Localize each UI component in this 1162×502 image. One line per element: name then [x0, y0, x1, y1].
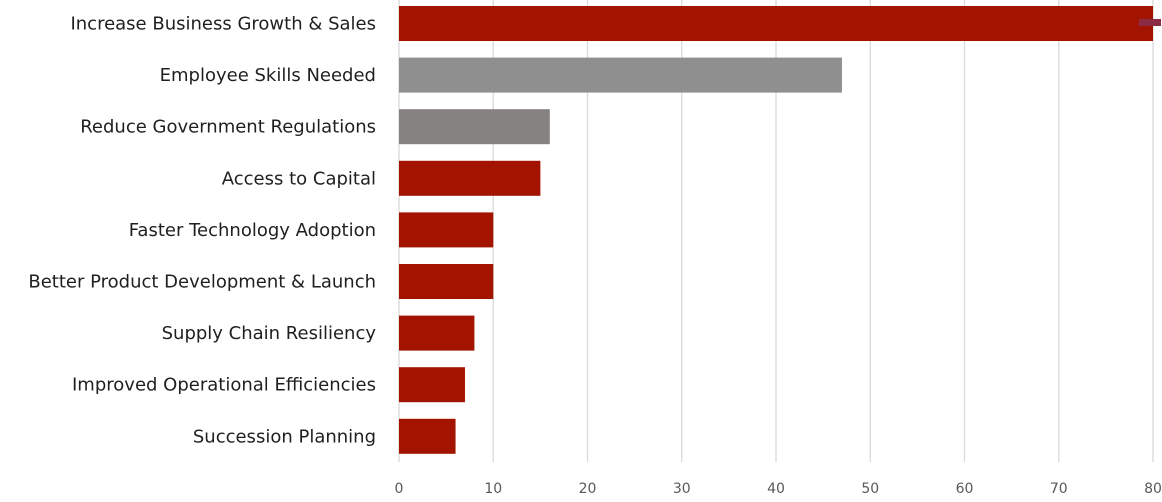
bar — [399, 418, 456, 454]
bar — [399, 264, 494, 299]
bar — [399, 57, 842, 93]
x-tick-label: 10 — [484, 481, 502, 497]
bar — [399, 367, 465, 403]
bar — [399, 6, 1153, 41]
bar — [399, 212, 494, 248]
chart-markers — [1139, 19, 1161, 26]
category-label: Succession Planning — [193, 426, 376, 447]
category-label: Better Product Development & Launch — [28, 272, 376, 293]
x-tick-label: 0 — [395, 481, 404, 497]
x-tick-label: 40 — [767, 481, 785, 497]
x-tick-label: 70 — [1050, 481, 1068, 497]
bar — [399, 315, 475, 351]
category-label: Access to Capital — [222, 168, 376, 189]
category-label: Improved Operational Efficiencies — [72, 375, 376, 396]
bar-end-marker — [1139, 19, 1161, 26]
x-tick-label: 50 — [861, 481, 879, 497]
x-tick-label: 30 — [673, 481, 691, 497]
x-tick-label: 20 — [579, 481, 597, 497]
category-label: Supply Chain Resiliency — [162, 323, 377, 344]
x-tick-labels: 0 10 20 30 40 50 60 70 80 — [395, 481, 1162, 497]
category-labels: Increase Business Growth & Sales Employee… — [28, 14, 376, 448]
bar — [399, 109, 550, 145]
bars — [399, 6, 1153, 454]
category-label: Increase Business Growth & Sales — [70, 14, 376, 35]
x-tick-label: 60 — [956, 481, 974, 497]
category-label: Faster Technology Adoption — [129, 220, 376, 241]
category-label: Employee Skills Needed — [160, 65, 376, 86]
category-label: Reduce Government Regulations — [80, 117, 376, 138]
x-tick-label: 80 — [1144, 481, 1162, 497]
bar — [399, 160, 541, 196]
